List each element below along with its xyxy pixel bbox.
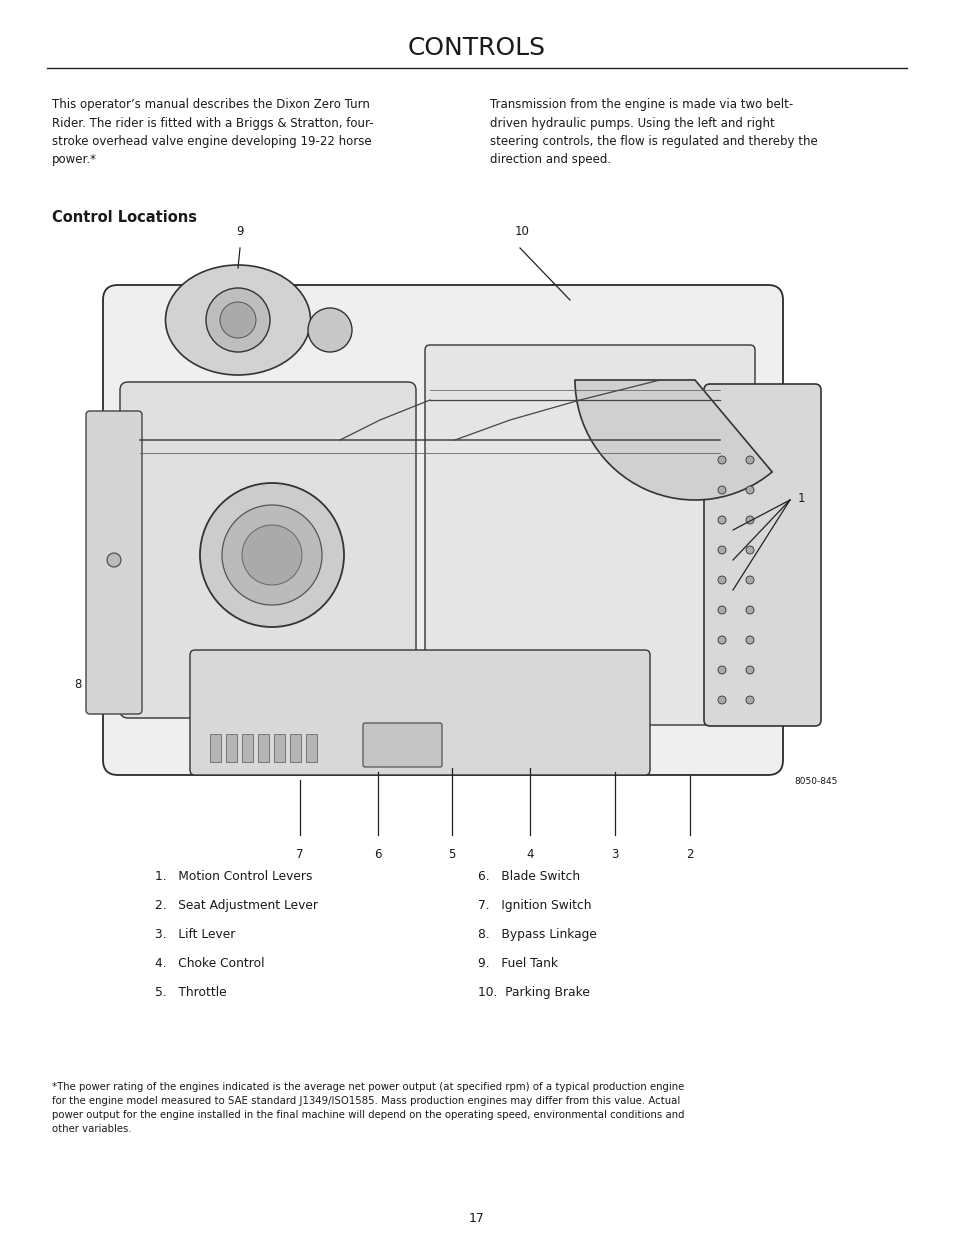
- Text: 1: 1: [797, 492, 804, 505]
- Text: 10: 10: [514, 225, 529, 238]
- Circle shape: [745, 606, 753, 614]
- Circle shape: [718, 546, 725, 555]
- Circle shape: [718, 456, 725, 464]
- Circle shape: [745, 546, 753, 555]
- Text: 6.   Blade Switch: 6. Blade Switch: [477, 869, 579, 883]
- Circle shape: [220, 303, 255, 338]
- Circle shape: [718, 606, 725, 614]
- Circle shape: [718, 666, 725, 674]
- Text: 4.   Choke Control: 4. Choke Control: [154, 957, 264, 969]
- Text: 17: 17: [469, 1212, 484, 1224]
- Text: 8: 8: [74, 678, 82, 692]
- Circle shape: [745, 487, 753, 494]
- Circle shape: [107, 553, 121, 567]
- Text: 10.  Parking Brake: 10. Parking Brake: [477, 986, 589, 999]
- Bar: [210, 734, 221, 762]
- Text: 7: 7: [296, 848, 303, 861]
- Text: 9: 9: [236, 225, 244, 238]
- Circle shape: [745, 456, 753, 464]
- FancyBboxPatch shape: [86, 411, 142, 714]
- Circle shape: [718, 516, 725, 524]
- Text: 7.   Ignition Switch: 7. Ignition Switch: [477, 899, 591, 911]
- Text: This operator’s manual describes the Dixon Zero Turn
Rider. The rider is fitted : This operator’s manual describes the Dix…: [52, 98, 374, 167]
- Text: *The power rating of the engines indicated is the average net power output (at s: *The power rating of the engines indicat…: [52, 1082, 684, 1134]
- Bar: [257, 734, 269, 762]
- Circle shape: [718, 487, 725, 494]
- Text: Transmission from the engine is made via two belt-
driven hydraulic pumps. Using: Transmission from the engine is made via…: [490, 98, 817, 167]
- Text: 3.   Lift Lever: 3. Lift Lever: [154, 927, 235, 941]
- Circle shape: [200, 483, 344, 627]
- Text: 5.   Throttle: 5. Throttle: [154, 986, 227, 999]
- Circle shape: [718, 697, 725, 704]
- Circle shape: [745, 516, 753, 524]
- Circle shape: [745, 697, 753, 704]
- Circle shape: [745, 636, 753, 643]
- Text: CONTROLS: CONTROLS: [408, 36, 545, 61]
- Circle shape: [718, 636, 725, 643]
- Circle shape: [718, 576, 725, 584]
- Text: 5: 5: [448, 848, 456, 861]
- Bar: [242, 734, 253, 762]
- Text: 8050-845: 8050-845: [794, 777, 837, 785]
- FancyBboxPatch shape: [190, 650, 649, 776]
- Circle shape: [222, 505, 322, 605]
- Bar: [290, 734, 301, 762]
- Wedge shape: [575, 380, 771, 500]
- Text: 2.   Seat Adjustment Lever: 2. Seat Adjustment Lever: [154, 899, 317, 911]
- Text: 9.   Fuel Tank: 9. Fuel Tank: [477, 957, 558, 969]
- FancyBboxPatch shape: [363, 722, 441, 767]
- Text: 2: 2: [685, 848, 693, 861]
- Text: 3: 3: [611, 848, 618, 861]
- Text: 8.   Bypass Linkage: 8. Bypass Linkage: [477, 927, 597, 941]
- Bar: [274, 734, 285, 762]
- Circle shape: [242, 525, 302, 585]
- Text: 1.   Motion Control Levers: 1. Motion Control Levers: [154, 869, 313, 883]
- FancyBboxPatch shape: [424, 345, 754, 725]
- Circle shape: [308, 308, 352, 352]
- FancyBboxPatch shape: [103, 285, 782, 776]
- FancyBboxPatch shape: [703, 384, 821, 726]
- Bar: [306, 734, 316, 762]
- Bar: [226, 734, 236, 762]
- Circle shape: [206, 288, 270, 352]
- Text: 4: 4: [526, 848, 533, 861]
- Text: 6: 6: [374, 848, 381, 861]
- Circle shape: [745, 576, 753, 584]
- FancyBboxPatch shape: [120, 382, 416, 718]
- Text: Control Locations: Control Locations: [52, 210, 196, 225]
- Circle shape: [745, 666, 753, 674]
- Ellipse shape: [165, 266, 310, 375]
